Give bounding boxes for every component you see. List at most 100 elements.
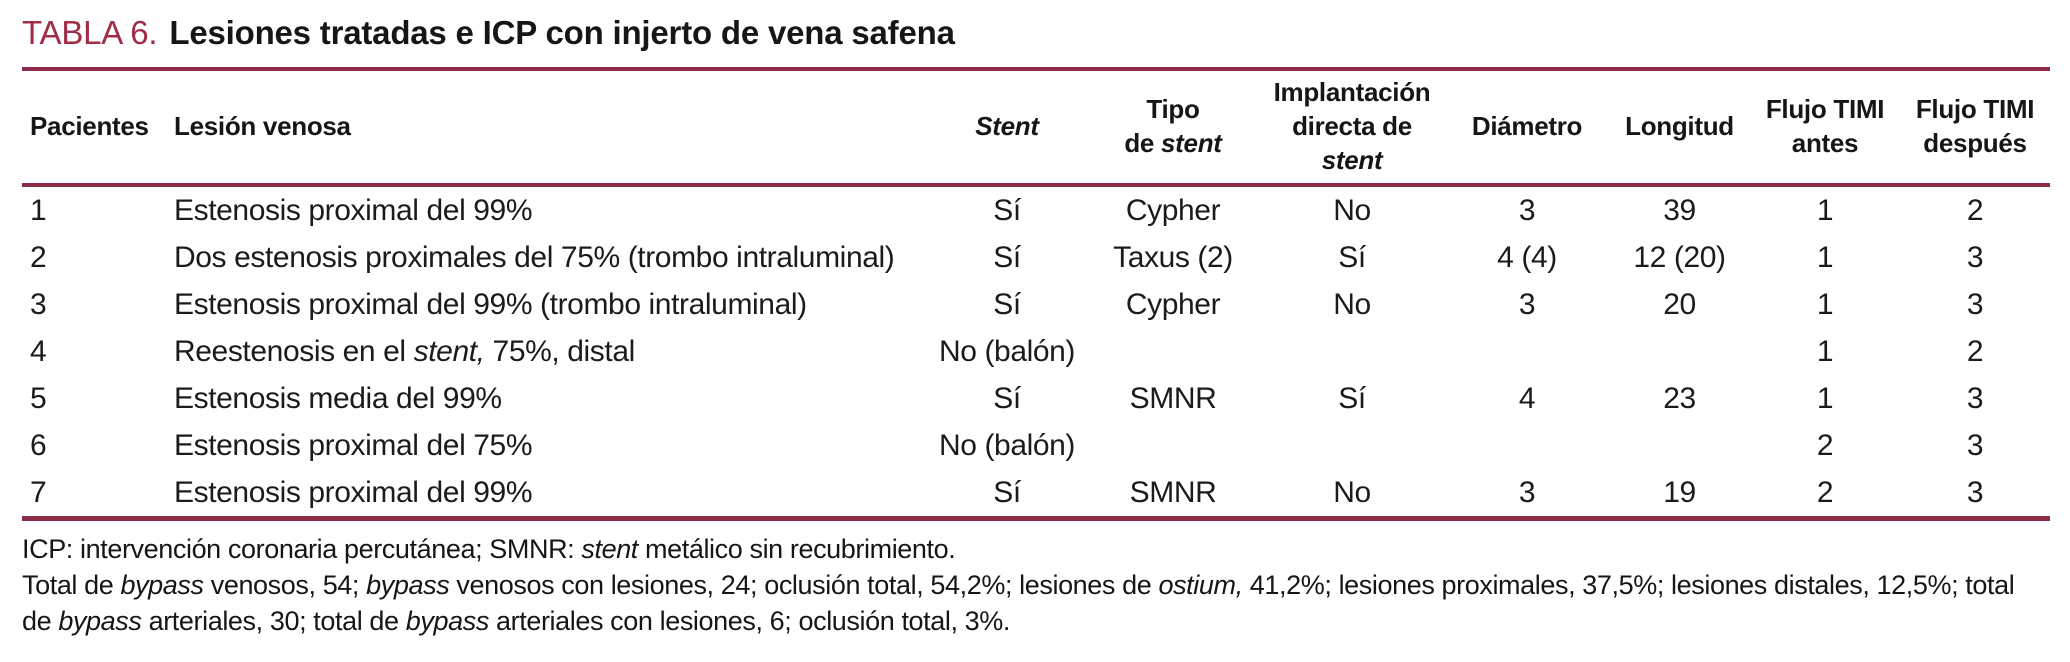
table-title: TABLA 6. Lesiones tratadas e ICP con inje… [22, 14, 2050, 52]
cell-stent: No (balón) [938, 428, 1076, 462]
footnote-abbreviations: ICP: intervención coronaria percutánea; … [22, 531, 2050, 567]
footnote-segment-italic: bypass [405, 606, 490, 636]
cell-longitud: 39 [1663, 193, 1696, 227]
header-timi-despues-line2: después [1923, 128, 2027, 158]
cell-timi-despues: 3 [1966, 287, 1984, 321]
cell-implantacion: No [1333, 475, 1371, 509]
header-implantacion-line2: directa de stent [1259, 110, 1445, 178]
cell-lesion: Estenosis proximal del 75% [174, 428, 533, 462]
footnote-segment-italic: bypass [58, 606, 142, 636]
lesions-table: Pacientes Lesión venosa Stent Tipo de st… [22, 71, 2050, 516]
header-cell-flujo-timi-antes: Flujo TIMI antes [1750, 71, 1900, 187]
cell-lesion: Estenosis media del 99% [174, 381, 502, 415]
footnote-segment-italic: bypass [120, 570, 204, 600]
header-cell-pacientes: Pacientes [22, 71, 162, 187]
footnote-segment: venosos con lesiones, 24; oclusión total… [449, 570, 1159, 600]
lesion-text-stent: stent, [413, 334, 485, 368]
footnote-segment: metálico sin recubrimiento. [637, 534, 956, 564]
cell-tipo-stent: Cypher [1125, 287, 1221, 321]
header-tipo-line2-prefix: de [1124, 128, 1162, 158]
header-tipo-line2-stent: stent [1161, 128, 1222, 158]
header-cell-flujo-timi-despues: Flujo TIMI después [1900, 71, 2050, 187]
header-row: Pacientes Lesión venosa Stent Tipo de st… [22, 71, 2050, 187]
cell-diametro: 4 [1518, 381, 1536, 415]
divider-top [22, 67, 2050, 71]
footnote-segment: 41,2%; lesiones proximales, 37,5%; lesio… [1242, 570, 2015, 600]
cell-stent: Sí [993, 381, 1021, 415]
cell-longitud: 19 [1663, 475, 1696, 509]
cell-longitud: 12 (20) [1633, 240, 1726, 274]
footnote-segment: de [22, 606, 59, 636]
cell-diametro: 4 (4) [1497, 240, 1557, 274]
cell-timi-antes: 1 [1816, 193, 1834, 227]
header-tipo-line2: de stent [1087, 127, 1259, 161]
cell-implantacion: Sí [1338, 381, 1366, 415]
cell-diametro: 3 [1518, 475, 1536, 509]
cell-longitud: 23 [1663, 381, 1696, 415]
cell-stent: Sí [993, 287, 1021, 321]
header-implantacion-line1: Implantación [1273, 77, 1431, 108]
header-timi-despues-line1: Flujo TIMI [1915, 94, 2035, 125]
cell-implantacion: No [1333, 193, 1371, 227]
table-row: 4 Reestenosis en el stent, 75%, distal N… [22, 328, 2050, 375]
lesion-text-prefix: Reestenosis en el [174, 334, 414, 368]
cell-timi-antes: 2 [1816, 475, 1834, 509]
cell-timi-antes: 1 [1816, 381, 1834, 415]
cell-paciente: 6 [30, 428, 47, 462]
cell-timi-antes: 1 [1816, 287, 1834, 321]
footnote-segment-italic: bypass [366, 570, 450, 600]
cell-implantacion: Sí [1338, 240, 1366, 274]
cell-diametro: 3 [1518, 287, 1536, 321]
cell-tipo-stent: Cypher [1125, 193, 1221, 227]
table-title-text: Lesiones tratadas e ICP con injerto de v… [169, 14, 955, 51]
table-row: 1 Estenosis proximal del 99% Sí Cypher N… [22, 185, 2050, 234]
cell-timi-despues: 3 [1966, 240, 1984, 274]
cell-tipo-stent: SMNR [1129, 381, 1217, 415]
cell-paciente: 5 [30, 381, 47, 415]
footnote-segment: arteriales con lesiones, 6; oclusión tot… [488, 606, 1011, 636]
cell-diametro [1445, 328, 1609, 375]
table-row: 2 Dos estenosis proximales del 75% (trom… [22, 234, 2050, 281]
cell-paciente: 4 [30, 334, 47, 368]
table-row: 5 Estenosis media del 99% Sí SMNR Sí 4 2… [22, 375, 2050, 422]
table-figure: TABLA 6. Lesiones tratadas e ICP con inje… [22, 14, 2050, 636]
footnote-segment: ICP: intervención coronaria percutánea; … [22, 534, 582, 564]
cell-stent: Sí [993, 193, 1021, 227]
cell-stent: Sí [993, 475, 1021, 509]
header-timi-antes-line2: antes [1791, 128, 1859, 158]
header-cell-stent: Stent [927, 71, 1087, 187]
cell-timi-antes: 1 [1816, 334, 1834, 368]
cell-lesion: Reestenosis en el stent, 75%, distal [162, 328, 927, 375]
table-row: 3 Estenosis proximal del 99% (trombo int… [22, 281, 2050, 328]
cell-tipo-stent: SMNR [1129, 475, 1217, 509]
cell-diametro [1445, 422, 1609, 469]
table-row: 7 Estenosis proximal del 99% Sí SMNR No … [22, 469, 2050, 516]
cell-timi-antes: 2 [1816, 428, 1834, 462]
footnote-totals-line1: Total de bypass venosos, 54; bypass veno… [22, 567, 2050, 603]
footnote-segment: arteriales, 30; total de [141, 606, 406, 636]
footnote-segment: venosos, 54; [203, 570, 367, 600]
cell-paciente: 2 [30, 240, 47, 274]
lesion-text-suffix: 75%, distal [484, 334, 636, 368]
cell-timi-antes: 1 [1816, 240, 1834, 274]
header-cell-implantacion-directa: Implantación directa de stent [1259, 71, 1445, 187]
cell-timi-despues: 3 [1966, 428, 1984, 462]
cell-longitud: 20 [1663, 287, 1696, 321]
cell-paciente: 1 [30, 193, 47, 227]
footnote-segment-italic: stent [581, 534, 638, 564]
header-implantacion-line2-stent: stent [1321, 144, 1383, 175]
header-tipo-line1: Tipo [1146, 94, 1200, 125]
cell-lesion: Estenosis proximal del 99% [174, 193, 533, 227]
cell-tipo-stent: Taxus (2) [1113, 240, 1233, 274]
cell-longitud [1609, 422, 1750, 469]
header-cell-diametro: Diámetro [1445, 71, 1609, 187]
cell-timi-despues: 2 [1966, 193, 1984, 227]
header-cell-longitud: Longitud [1609, 71, 1750, 187]
cell-diametro: 3 [1518, 193, 1536, 227]
cell-lesion: Dos estenosis proximales del 75% (trombo… [174, 240, 895, 274]
cell-paciente: 7 [30, 475, 47, 509]
table-number-label: TABLA 6. [22, 14, 158, 51]
cell-stent: No (balón) [938, 334, 1076, 368]
cell-lesion: Estenosis proximal del 99% (trombo intra… [174, 287, 807, 321]
cell-implantacion: No [1333, 287, 1371, 321]
